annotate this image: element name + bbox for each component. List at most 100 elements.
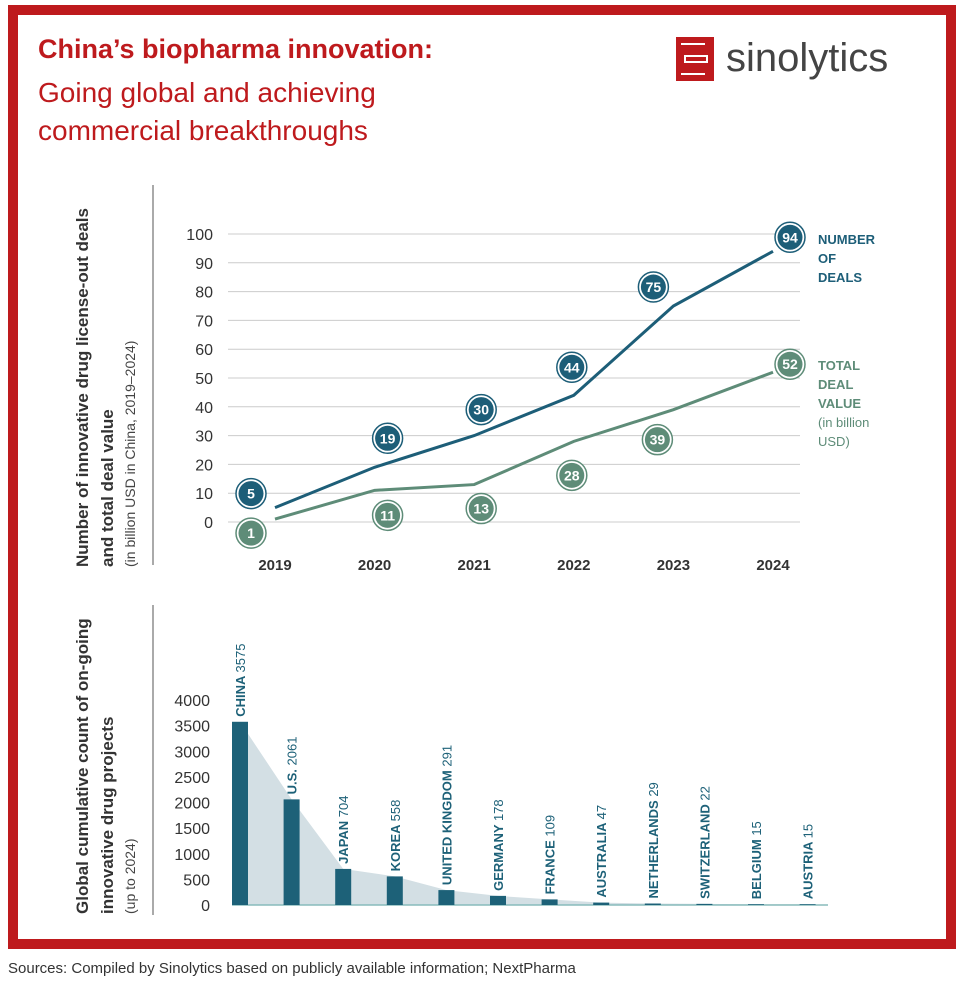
bar-label: AUSTRIA 15 bbox=[801, 824, 816, 899]
y-tick-label: 100 bbox=[186, 227, 213, 244]
bar-category: FRANCE bbox=[543, 837, 558, 895]
legend-label: TOTAL bbox=[818, 358, 860, 373]
bar-value: 22 bbox=[697, 786, 712, 800]
bar-value: 291 bbox=[439, 745, 454, 767]
x-tick-label: 2021 bbox=[458, 557, 491, 574]
bar-label: FRANCE 109 bbox=[543, 815, 558, 894]
y-tick-label: 30 bbox=[195, 429, 213, 446]
bar-value: 3575 bbox=[233, 644, 248, 673]
bar-australia bbox=[593, 902, 610, 905]
legend-label: OF bbox=[818, 251, 836, 266]
bar-netherlands bbox=[644, 903, 661, 905]
bar-value: 109 bbox=[543, 815, 558, 837]
data-point bbox=[559, 462, 585, 488]
data-point bbox=[777, 351, 803, 377]
bar-value: 2061 bbox=[285, 737, 300, 766]
bar-korea bbox=[386, 876, 403, 905]
y-tick-label: 3500 bbox=[174, 719, 210, 736]
bar-value: 704 bbox=[336, 795, 351, 817]
data-point bbox=[644, 427, 670, 453]
bar-category: UNITED KINGDOM bbox=[439, 767, 454, 885]
data-point bbox=[640, 274, 666, 300]
data-label: 1 bbox=[247, 525, 255, 541]
series-line-deal-value bbox=[274, 370, 774, 521]
y-tick-label: 4000 bbox=[174, 693, 210, 710]
bar-category: BELGIUM bbox=[749, 836, 764, 900]
y-tick-label: 3000 bbox=[174, 744, 210, 761]
sinolytics-logo: sinolytics bbox=[676, 36, 888, 81]
data-point bbox=[375, 502, 401, 528]
bar-category: JAPAN bbox=[336, 817, 351, 864]
title: China’s biopharma innovation: bbox=[38, 34, 434, 64]
y-tick-label: 80 bbox=[195, 285, 213, 302]
data-label: 5 bbox=[247, 486, 255, 502]
bar-label: NETHERLANDS 29 bbox=[646, 782, 661, 898]
data-point bbox=[238, 520, 264, 546]
bar-label: U.S. 2061 bbox=[285, 737, 300, 795]
source-note: Sources: Compiled by Sinolytics based on… bbox=[8, 960, 576, 977]
y-tick-label: 2500 bbox=[174, 770, 210, 787]
data-point bbox=[238, 481, 264, 507]
line-ylabel-sub: (in billion USD in China, 2019–2024) bbox=[122, 340, 138, 567]
legend-label: USD) bbox=[818, 434, 850, 449]
bar-value: 15 bbox=[801, 824, 816, 838]
bar-label: SWITZERLAND 22 bbox=[697, 786, 712, 899]
bar-ylabel-sub: (up to 2024) bbox=[122, 838, 138, 915]
legend-label: NUMBER bbox=[818, 232, 876, 247]
y-tick-label: 20 bbox=[195, 457, 213, 474]
y-tick-label: 60 bbox=[195, 342, 213, 359]
y-tick-label: 500 bbox=[183, 872, 210, 889]
bar-label: GERMANY 178 bbox=[491, 799, 506, 891]
y-tick-label: 70 bbox=[195, 313, 213, 330]
y-tick-label: 0 bbox=[201, 898, 210, 915]
bar-china bbox=[232, 721, 248, 905]
x-tick-label: 2020 bbox=[358, 557, 391, 574]
bar-germany bbox=[490, 895, 506, 905]
data-point bbox=[559, 354, 585, 380]
line-ylabel: Number of innovative drug license-out de… bbox=[73, 208, 117, 567]
bar-category: SWITZERLAND bbox=[697, 801, 712, 899]
data-label: 13 bbox=[473, 501, 489, 517]
infographic-frame bbox=[8, 5, 956, 949]
logo-icon bbox=[676, 36, 714, 81]
data-label: 75 bbox=[646, 279, 662, 295]
x-tick-label: 2019 bbox=[258, 557, 291, 574]
data-point bbox=[375, 425, 401, 451]
bar-category: U.S. bbox=[285, 765, 300, 794]
bar-value: 558 bbox=[388, 800, 403, 822]
bar-value: 47 bbox=[594, 805, 609, 819]
data-label: 52 bbox=[782, 356, 798, 372]
bar-switzerland bbox=[696, 903, 713, 905]
bar-category: NETHERLANDS bbox=[646, 797, 661, 899]
data-point bbox=[777, 224, 803, 250]
bar-austria bbox=[799, 904, 816, 905]
data-label: 19 bbox=[380, 430, 396, 446]
bar-us bbox=[283, 799, 300, 905]
bar-value: 178 bbox=[491, 799, 506, 821]
data-point bbox=[468, 397, 494, 423]
bar-france bbox=[541, 899, 558, 905]
x-tick-label: 2023 bbox=[657, 557, 690, 574]
bar-label: KOREA 558 bbox=[388, 800, 403, 872]
bar-label: UNITED KINGDOM 291 bbox=[439, 745, 454, 885]
bar-japan bbox=[335, 868, 352, 905]
bar-ylabel: Global cumulative count of on-going inno… bbox=[73, 618, 117, 914]
y-tick-label: 1000 bbox=[174, 847, 210, 864]
data-label: 30 bbox=[473, 402, 489, 418]
y-tick-label: 90 bbox=[195, 256, 213, 273]
bar-label: JAPAN 704 bbox=[336, 795, 351, 863]
y-tick-label: 10 bbox=[195, 486, 213, 503]
x-tick-label: 2022 bbox=[557, 557, 590, 574]
x-tick-label: 2024 bbox=[756, 557, 790, 574]
bar-label: AUSTRALIA 47 bbox=[594, 805, 609, 898]
series-line-deals bbox=[274, 249, 774, 509]
data-label: 44 bbox=[564, 359, 580, 375]
bar-category: CHINA bbox=[233, 672, 248, 716]
y-tick-label: 2000 bbox=[174, 796, 210, 813]
logo-text: sinolytics bbox=[726, 36, 889, 80]
y-tick-label: 40 bbox=[195, 400, 213, 417]
legend-label: DEAL bbox=[818, 377, 853, 392]
legend-label: DEALS bbox=[818, 270, 862, 285]
data-label: 94 bbox=[782, 229, 798, 245]
